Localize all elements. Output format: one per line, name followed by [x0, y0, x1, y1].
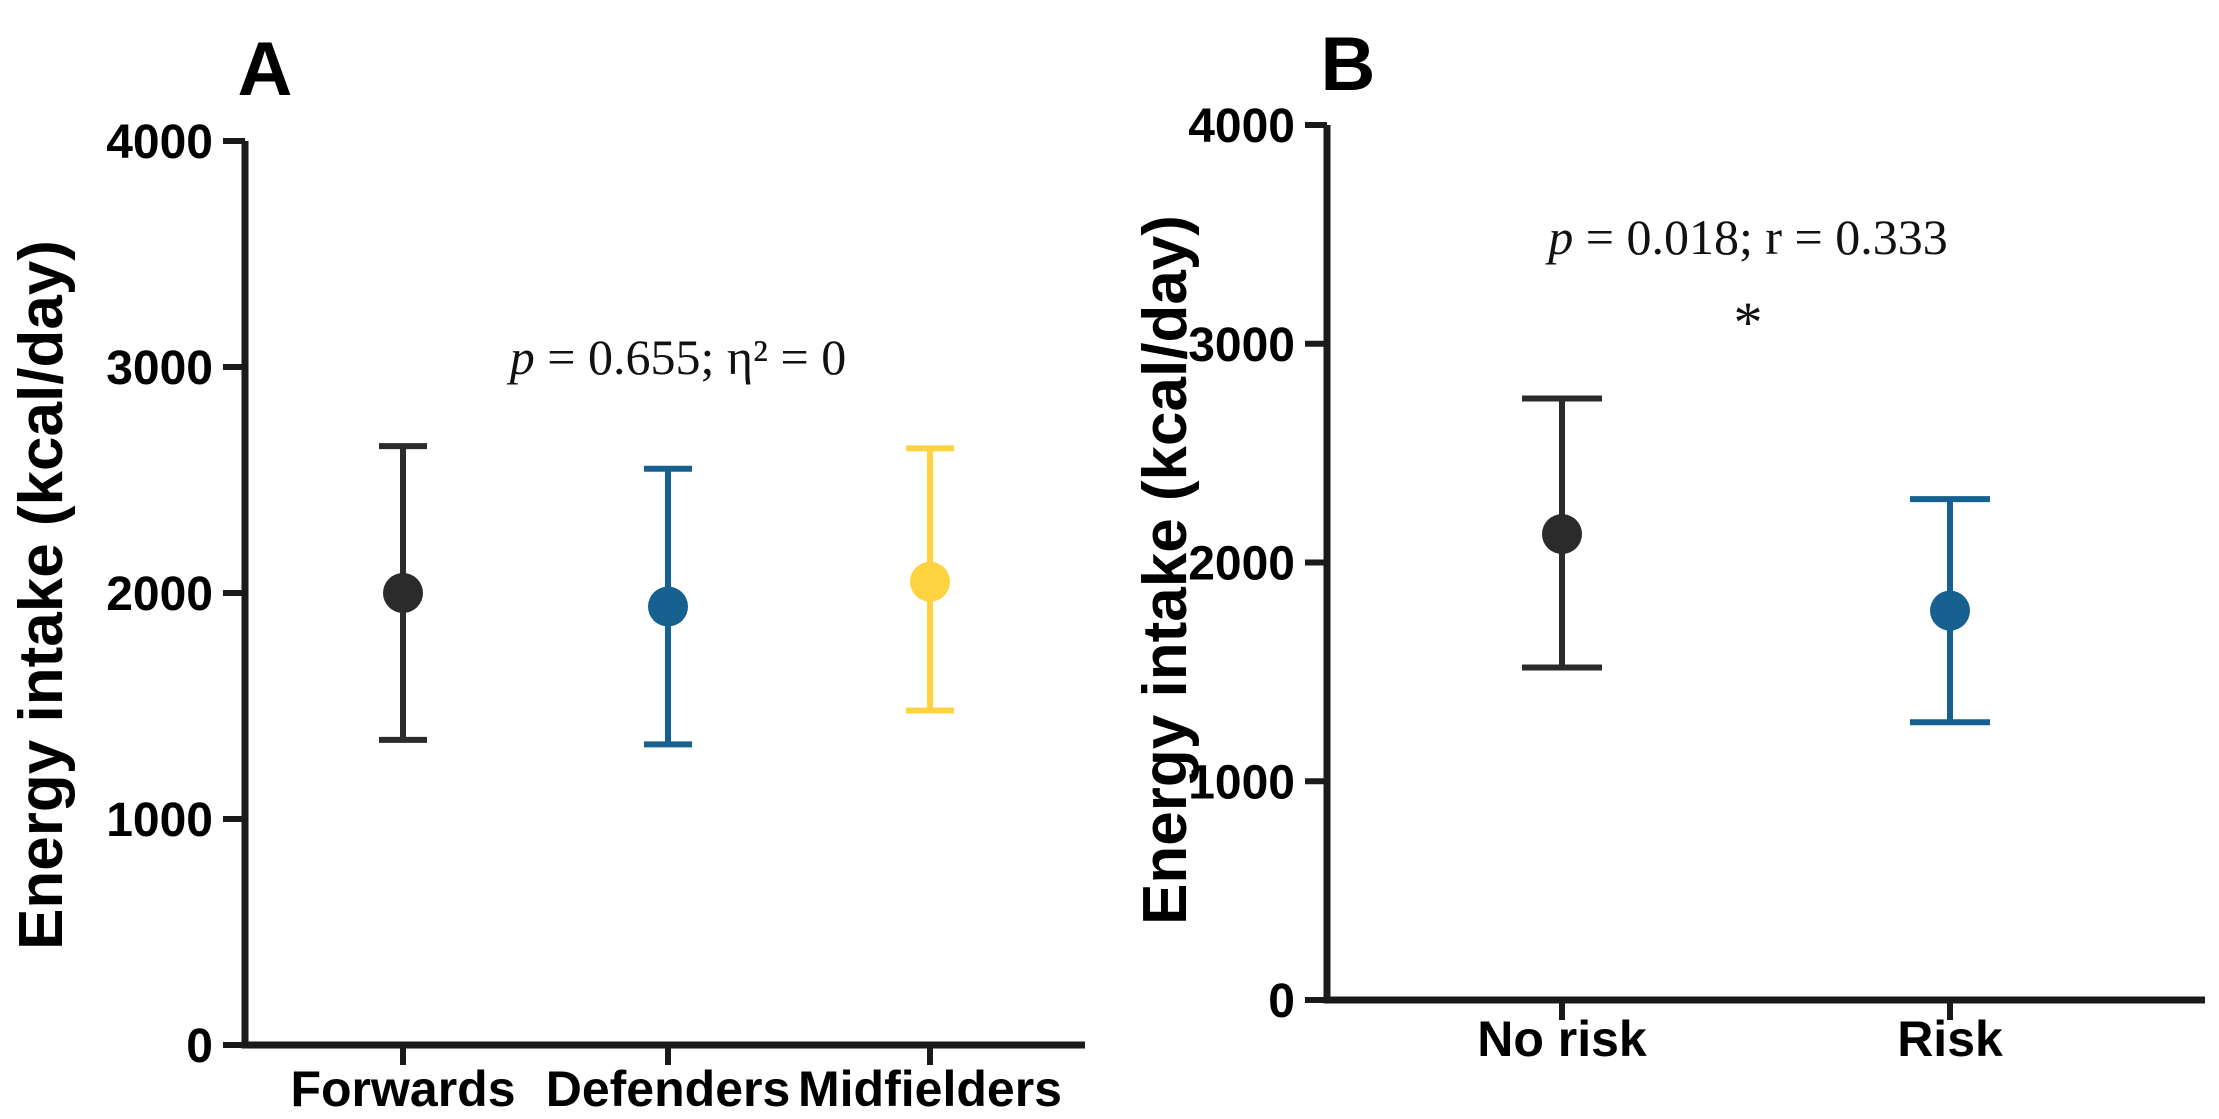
- y-axis-tick-label: 3000: [106, 342, 213, 395]
- panel-a-label: A: [238, 27, 293, 112]
- mean-dot: [1542, 514, 1582, 555]
- panel-b-plot: 0 1000 2000 3000 4000 No risk Risk: [1188, 100, 2205, 1067]
- panel-b-annotation-p-symbol: p: [1545, 209, 1573, 265]
- data-point-risk: [1910, 496, 1990, 726]
- y-axis-tick-label: 1000: [106, 794, 213, 847]
- panel-a: A Energy intake (kcal/day) p = 0.655; η²…: [7, 27, 1085, 1117]
- data-point-defenders: [644, 465, 692, 748]
- y-axis-tick-label: 0: [186, 1020, 213, 1073]
- mean-dot: [383, 573, 423, 613]
- data-point-midfielders: [906, 445, 954, 714]
- panel-b-statistics-annotation: p = 0.018; r = 0.333: [1545, 209, 1947, 265]
- x-axis-category-label: No risk: [1477, 1011, 1647, 1067]
- x-axis-category-label: Midfielders: [798, 1061, 1062, 1117]
- panel-a-annotation-text: = 0.655; η² = 0: [535, 329, 846, 385]
- panel-a-plot: 0 1000 2000 3000 4000 Forwards Defenders Midfie…: [106, 116, 1085, 1117]
- y-axis-tick-label: 0: [1268, 975, 1295, 1028]
- x-axis-category-label: Forwards: [290, 1061, 515, 1117]
- panel-b-annotation-text: = 0.018; r = 0.333: [1573, 209, 1947, 265]
- data-point-no-risk: [1522, 395, 1602, 671]
- panel-a-statistics-annotation: p = 0.655; η² = 0: [507, 329, 846, 385]
- y-axis-tick-label: 4000: [106, 116, 213, 169]
- panel-b-y-axis-title: Energy intake (kcal/day): [1131, 215, 1200, 925]
- x-axis-category-label: Risk: [1897, 1011, 2003, 1067]
- data-point-forwards: [379, 443, 427, 743]
- y-axis-tick-label: 2000: [1188, 538, 1295, 591]
- panel-a-annotation-p-symbol: p: [507, 329, 535, 385]
- panel-b-significance-asterisk: *: [1734, 290, 1763, 355]
- panel-b-label: B: [1321, 22, 1376, 107]
- mean-dot: [1930, 590, 1970, 631]
- y-axis-tick-label: 4000: [1188, 100, 1295, 153]
- x-axis-category-label: Defenders: [546, 1061, 791, 1117]
- y-axis-tick-label: 2000: [106, 568, 213, 621]
- mean-dot: [910, 561, 950, 602]
- y-axis-tick-label: 1000: [1188, 756, 1295, 809]
- mean-dot: [648, 586, 688, 627]
- panel-b: B Energy intake (kcal/day) p = 0.018; r …: [1131, 22, 2205, 1067]
- panel-a-y-axis-title: Energy intake (kcal/day): [7, 240, 76, 950]
- y-axis-tick-label: 3000: [1188, 319, 1295, 372]
